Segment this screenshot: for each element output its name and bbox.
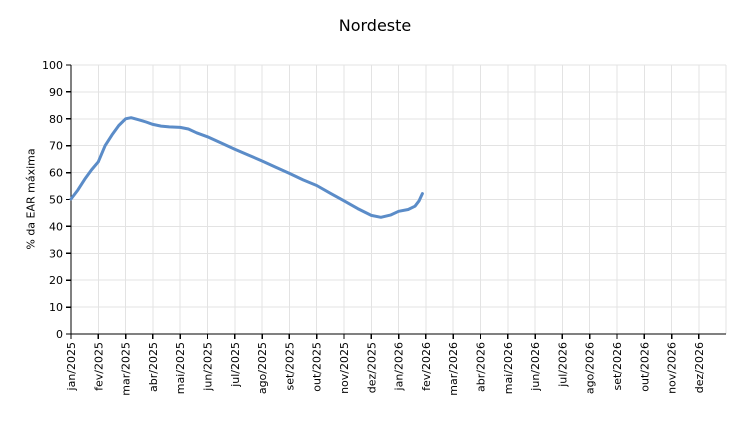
- y-tick-label: 60: [49, 167, 63, 180]
- x-tick-label: abr/2025: [147, 342, 160, 392]
- x-tick-label: fev/2026: [420, 342, 433, 391]
- y-tick-label: 30: [49, 247, 63, 260]
- x-tick-label: mai/2026: [502, 342, 515, 394]
- x-tick-label: set/2025: [283, 342, 296, 391]
- x-tick-label: jan/2025: [65, 342, 78, 391]
- x-tick-label: jul/2026: [556, 342, 569, 388]
- x-tick-label: ago/2026: [584, 342, 597, 394]
- y-tick-label: 100: [42, 59, 63, 72]
- x-tick-label: jun/2025: [202, 342, 215, 392]
- y-tick-label: 90: [49, 86, 63, 99]
- y-tick-label: 40: [49, 220, 63, 233]
- y-tick-label: 50: [49, 194, 63, 207]
- y-tick-label: 20: [49, 274, 63, 287]
- x-tick-label: jul/2025: [229, 342, 242, 388]
- x-tick-label: out/2026: [638, 342, 651, 392]
- x-tick-label: abr/2026: [475, 342, 488, 392]
- x-tick-label: mar/2025: [120, 342, 133, 396]
- y-tick-label: 80: [49, 113, 63, 126]
- x-tick-label: set/2026: [611, 342, 624, 391]
- x-tick-label: nov/2025: [338, 342, 351, 394]
- y-tick-label: 0: [56, 328, 63, 341]
- x-tick-label: mar/2026: [447, 342, 460, 396]
- x-tick-label: ago/2025: [256, 342, 269, 394]
- y-tick-label: 70: [49, 140, 63, 153]
- series-line: [69, 116, 424, 219]
- x-tick-label: jan/2026: [393, 342, 406, 391]
- x-tick-label: dez/2026: [693, 342, 706, 393]
- x-tick-label: jun/2026: [529, 342, 542, 392]
- chart-title: Nordeste: [338, 16, 412, 35]
- x-tick-label: dez/2025: [365, 342, 378, 393]
- y-axis-label: % da EAR máxima: [24, 148, 38, 250]
- y-tick-label: 10: [49, 301, 63, 314]
- x-tick-label: fev/2025: [92, 342, 105, 391]
- x-tick-label: mai/2025: [174, 342, 187, 394]
- x-tick-label: out/2025: [311, 342, 324, 392]
- x-tick-label: nov/2026: [666, 342, 679, 394]
